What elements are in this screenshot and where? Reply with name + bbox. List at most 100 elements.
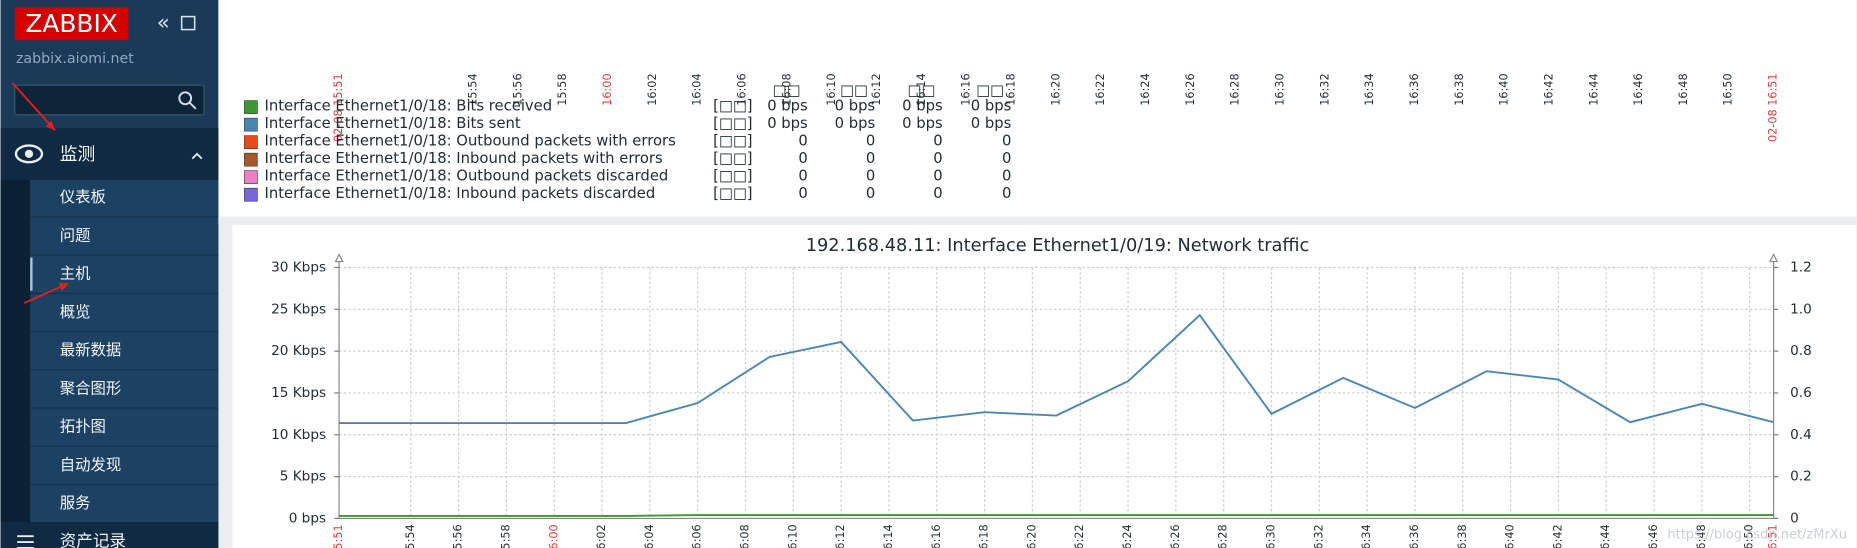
legend-func: [□□] [713,133,752,150]
menu-item[interactable]: 拓扑图 [60,418,106,436]
x-tick-label: 16:16 [930,524,943,548]
y-tick-label: 20 Kbps [271,343,326,359]
y2-tick-label: 0.4 [1790,427,1812,443]
search-box[interactable] [14,84,205,116]
legend-value: 0 [866,150,875,167]
y2-tick-label: 0 [1790,510,1799,526]
legend-header: □□ [976,82,1004,99]
annotation-arrow [11,82,56,131]
axis-arrow [334,253,344,263]
annotation-arrow [58,282,70,292]
eye-icon [14,144,44,164]
x-tick-label: 16:32 [1312,524,1325,548]
legend-header: □□ [907,82,935,99]
time-label: 16:20 [1049,73,1062,105]
time-label: 16:18 [1004,73,1017,105]
legend-swatch [244,170,258,184]
time-label: 16:46 [1632,73,1645,105]
annotation-arrow [23,283,68,304]
x-tick-label: 16:46 [1647,524,1660,548]
time-label: 16:22 [1094,73,1107,105]
active-marker [30,257,33,291]
server-name: zabbix.aiomi.net [16,51,134,67]
time-label: 16:12 [870,73,883,105]
menu-item[interactable]: 主机 [60,265,91,283]
x-tick-label: 16:42 [1551,524,1564,548]
legend-value: 0 bps [767,115,808,132]
x-tick-label: 16:20 [1025,524,1038,548]
legend-swatch [244,100,258,114]
legend-name: Interface Ethernet1/0/18: Inbound packet… [265,185,656,202]
section-title[interactable]: 资产记录 [60,532,126,548]
y-tick-label: 5 Kbps [280,469,326,485]
x-tick-label: 16:12 [834,524,847,548]
legend-swatch [244,187,258,202]
legend-value: 0 bps [835,98,876,115]
logo[interactable]: ZABBIX [25,9,117,38]
legend-value: 0 bps [902,115,943,132]
legend-name: Interface Ethernet1/0/18: Bits sent [265,115,521,132]
menu-item[interactable]: 聚合图形 [60,379,122,397]
y-tick-label: 10 Kbps [271,427,326,443]
x-tick-label: 16:30 [1265,524,1278,548]
legend-value: 0 bps [971,115,1012,132]
section-header[interactable] [0,127,219,180]
x-tick-label: 16:28 [1217,524,1230,548]
time-label: 16:48 [1677,73,1690,105]
annotation-arrow [45,120,56,131]
y-tick-label: 15 Kbps [271,385,326,401]
submenu [0,179,219,522]
collapse-icon[interactable]: « [157,11,170,36]
y2-tick-label: 0.2 [1790,469,1812,485]
x-tick-label: 16:48 [1695,524,1708,548]
legend-func: [□□] [713,115,752,132]
legend-value: 0 [866,168,875,185]
legend-value: 0 [798,150,807,167]
x-tick-label: 16:14 [882,524,895,548]
x-tick-label: 16:08 [739,524,752,548]
logo-box[interactable] [14,7,129,41]
legend-func: [□□] [713,185,752,202]
x-tick-label: 16:40 [1504,524,1517,548]
time-label: 16:30 [1273,73,1286,105]
time-label: 02-08 15:51 [332,73,345,142]
y2-tick-label: 0.6 [1790,385,1812,401]
x-tick-label: 16:50 [1743,524,1756,548]
y2-tick-label: 0.8 [1790,343,1812,359]
legend-func: [□□] [713,150,752,167]
menu-item[interactable]: 自动发现 [60,456,122,474]
legend-value: 0 [933,133,942,150]
section-title[interactable]: 监测 [60,144,96,165]
menu-item[interactable]: 仪表板 [60,188,106,206]
menu-item[interactable]: 概览 [60,303,91,321]
legend-value: 0 [798,133,807,150]
time-label: 16:06 [736,73,749,105]
time-label: 16:26 [1184,73,1197,105]
search-icon[interactable] [178,91,193,106]
legend-value: 0 [933,150,942,167]
divider [218,216,1857,225]
y2-tick-label: 1.0 [1790,301,1812,317]
series-line [339,313,1774,425]
y-tick-label: 30 Kbps [271,259,326,275]
menu-item[interactable]: 问题 [60,226,91,244]
legend-value: 0 bps [971,98,1012,115]
x-tick-label: 16:44 [1599,524,1612,548]
section-header[interactable] [0,521,219,548]
menu-item[interactable]: 服务 [60,494,91,512]
legend-value: 0 [1002,185,1011,202]
time-label: 16:10 [825,73,838,105]
time-label: 15:54 [467,73,480,105]
kiosk-icon[interactable] [180,15,196,31]
legend-value: 0 [1002,150,1011,167]
legend-header: □□ [840,82,868,99]
time-label: 16:34 [1363,73,1376,105]
x-tick-label: 16:18 [978,524,991,548]
legend-value: 0 bps [835,115,876,132]
chevron [191,152,203,160]
x-tick-label: 15:56 [452,524,465,548]
x-tick-label: 16:51 [1767,524,1780,548]
menu-item[interactable]: 最新数据 [60,341,122,359]
time-label: 16:38 [1453,73,1466,105]
time-label: 16:32 [1318,73,1331,105]
